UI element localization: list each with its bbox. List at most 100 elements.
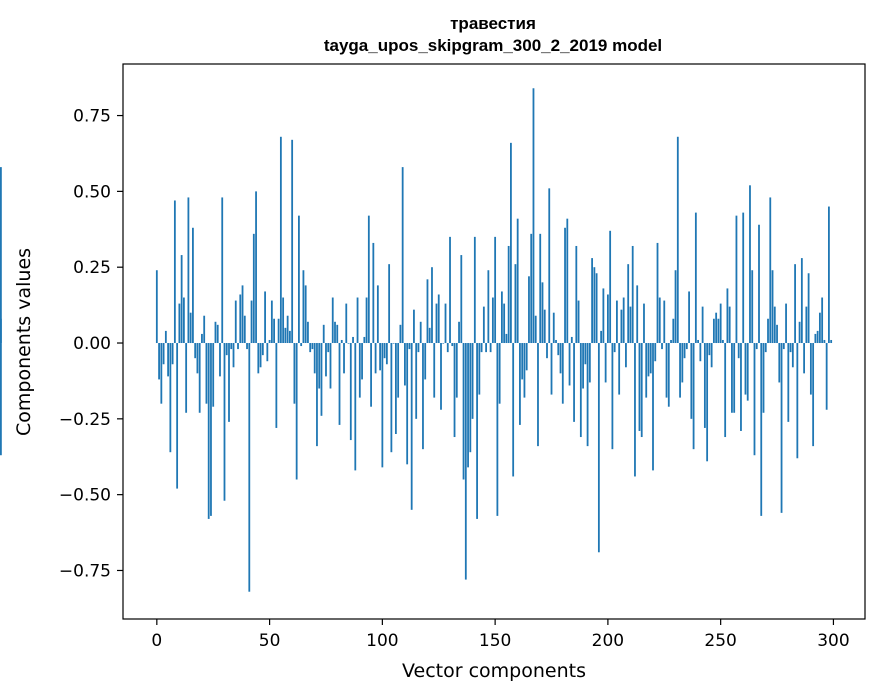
bar [419, 321, 422, 344]
bar [512, 343, 515, 477]
bar [688, 291, 690, 344]
bar [634, 343, 636, 477]
bar [516, 218, 519, 344]
bar [758, 224, 760, 344]
bar [654, 343, 657, 362]
bar [385, 343, 388, 365]
bar [473, 236, 476, 344]
bar [239, 294, 242, 344]
bar [383, 343, 386, 359]
bar [160, 343, 163, 404]
bar [446, 343, 449, 353]
bar [399, 324, 402, 344]
bar [248, 343, 251, 592]
bar [232, 343, 235, 368]
bar [277, 318, 280, 344]
bar [255, 191, 257, 344]
bar [733, 343, 736, 413]
bar [320, 343, 323, 416]
bar [327, 343, 330, 353]
x-tick-label: 200 [592, 631, 624, 651]
bar [318, 343, 321, 389]
bar [234, 300, 237, 344]
bar [613, 343, 616, 353]
bar [293, 343, 296, 404]
bar [731, 343, 733, 413]
bar [627, 264, 630, 344]
bar [496, 343, 499, 516]
bar [198, 343, 201, 413]
bar [336, 324, 339, 344]
bar [823, 339, 826, 344]
bar [182, 297, 185, 344]
bar [742, 212, 745, 344]
bar [0, 167, 2, 344]
bar [776, 324, 778, 344]
bar [577, 300, 580, 344]
bar [622, 297, 625, 344]
bar [552, 312, 555, 344]
bar [304, 285, 307, 344]
x-tick-label: 300 [817, 631, 849, 651]
bar [173, 200, 176, 344]
bar [347, 343, 350, 344]
bar [830, 339, 833, 344]
bar [789, 343, 792, 353]
bar [809, 343, 812, 395]
bar [740, 343, 742, 431]
bar [749, 185, 751, 344]
bar [625, 343, 627, 368]
bar [284, 327, 287, 344]
bar [591, 258, 593, 344]
bar [397, 343, 400, 398]
bar [746, 343, 749, 401]
bar [334, 321, 336, 344]
bar [433, 343, 436, 398]
bar [593, 267, 596, 344]
bar [778, 343, 781, 383]
bar [764, 343, 767, 353]
bar [257, 343, 260, 374]
x-axis-label: Vector components [402, 660, 586, 682]
bar [539, 233, 542, 344]
bar [406, 343, 409, 465]
y-tick-label: 0.00 [73, 334, 111, 354]
bar [471, 343, 474, 419]
bar [645, 343, 648, 398]
bar [606, 294, 609, 344]
bar [566, 218, 569, 344]
bar [482, 306, 485, 344]
bar [349, 343, 352, 441]
bar [706, 343, 709, 462]
y-tick-label: −0.75 [59, 561, 111, 581]
bar [649, 343, 652, 374]
ticks-layer: 0 50 100 150 200 250 300 −0.75 −0.50 −0.25 0.00 0.2… [59, 107, 850, 651]
bar [555, 339, 557, 344]
bar [311, 343, 314, 350]
bar [525, 343, 528, 371]
bar [514, 264, 517, 344]
y-tick-label: −0.25 [59, 410, 111, 430]
bar [530, 233, 533, 344]
bar [825, 343, 828, 410]
bar [818, 312, 821, 344]
bar [557, 343, 560, 356]
bar [491, 297, 494, 344]
bar [521, 343, 524, 380]
bar [417, 343, 420, 353]
bar [816, 330, 819, 344]
bar [735, 215, 738, 344]
bar [189, 312, 192, 344]
bar [679, 343, 681, 398]
bar [500, 291, 503, 344]
bar [564, 227, 566, 344]
bar [532, 88, 535, 344]
bar [352, 336, 354, 344]
bar [665, 343, 668, 398]
bar [726, 288, 729, 344]
bar [279, 136, 282, 344]
bar [692, 343, 695, 450]
bar [703, 343, 706, 428]
bar [494, 236, 497, 344]
bar [699, 343, 702, 362]
